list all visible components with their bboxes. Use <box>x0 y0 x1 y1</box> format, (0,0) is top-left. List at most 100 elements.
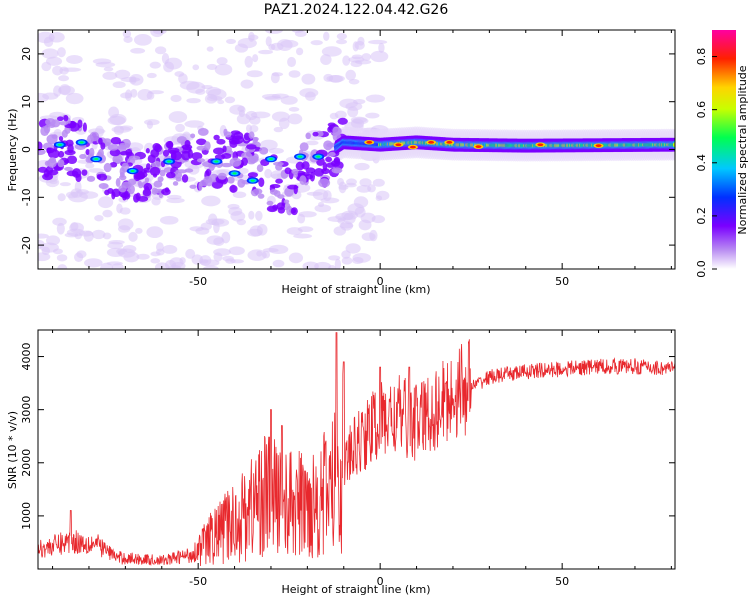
spectral-blob <box>221 152 232 159</box>
spectral-halo <box>120 92 133 99</box>
spectral-halo <box>271 72 284 77</box>
spectral-blob <box>161 188 171 196</box>
spectral-halo <box>41 48 59 59</box>
spectral-halo <box>323 73 334 82</box>
spectral-blob <box>332 126 341 135</box>
spectral-blob <box>149 166 161 176</box>
spectral-halo <box>184 120 205 128</box>
spectral-island <box>130 170 135 173</box>
spectral-halo <box>94 214 104 222</box>
spectral-halo <box>345 243 361 254</box>
spectral-blob <box>142 188 152 197</box>
spectral-halo <box>230 210 246 222</box>
spectral-blob <box>337 117 348 125</box>
spectral-halo <box>112 81 126 89</box>
spectral-blob <box>127 184 135 195</box>
spectral-halo <box>216 57 228 65</box>
spectral-halo <box>230 259 244 264</box>
spectral-blob <box>287 184 299 190</box>
spectral-halo <box>247 228 263 237</box>
spectral-blob <box>158 192 164 199</box>
spectral-blob <box>159 169 166 177</box>
y-tick-label: 20 <box>20 47 33 61</box>
spectral-halo <box>135 227 143 234</box>
spectral-blob <box>299 142 309 152</box>
spectral-halo <box>359 178 372 187</box>
spectral-halo <box>338 181 347 194</box>
snr-x-axis-label: Height of straight line (km) <box>281 583 430 596</box>
spectral-blob <box>79 154 87 160</box>
spectral-blob <box>63 114 69 122</box>
spectral-halo <box>214 63 233 76</box>
spectral-blob <box>46 147 55 154</box>
spectral-halo <box>232 191 247 199</box>
spectral-blob <box>248 131 255 139</box>
spectral-halo <box>84 258 103 268</box>
spectral-halo <box>280 95 298 105</box>
spectral-halo <box>375 195 383 201</box>
snr-y-ticks: 1000 2000 3000 4000 <box>20 343 675 530</box>
spectral-island <box>268 158 273 161</box>
spectral-halo <box>288 70 301 78</box>
spectral-halo <box>85 162 95 169</box>
spectral-halo <box>109 113 127 126</box>
spectral-halo <box>226 38 237 45</box>
spectral-blob <box>82 122 87 132</box>
spectral-halo <box>347 106 359 118</box>
spectral-halo <box>202 265 219 269</box>
spectral-blob <box>331 167 343 174</box>
spectral-blob <box>57 159 65 168</box>
spectral-halo <box>367 184 376 193</box>
spectral-blob <box>195 138 207 146</box>
spectral-halo <box>213 252 223 262</box>
spectral-blob <box>184 139 191 148</box>
spectral-halo <box>246 70 263 78</box>
spectral-island <box>250 179 255 182</box>
spectral-halo <box>39 242 59 253</box>
spectral-halo <box>320 54 332 65</box>
spectral-halo <box>271 111 290 122</box>
spectral-halo <box>317 201 325 208</box>
spectral-blob <box>305 167 316 174</box>
spectral-halo <box>106 261 123 266</box>
spectral-blob <box>181 150 191 161</box>
spectral-halo <box>59 66 69 75</box>
spectral-blob <box>170 151 177 161</box>
spectral-halo <box>162 244 178 254</box>
spectral-blob <box>64 166 73 172</box>
x-tick-label: 50 <box>555 575 569 588</box>
spectral-blob <box>166 140 174 150</box>
spectral-blob <box>65 139 74 147</box>
spectral-blob <box>284 167 292 175</box>
spectral-blob <box>98 183 109 190</box>
spectral-halo <box>323 31 330 41</box>
spectral-blob <box>128 155 141 161</box>
spectral-halo <box>222 255 234 262</box>
spectral-halo <box>206 46 214 52</box>
x-tick-label: -50 <box>189 275 207 288</box>
spectral-blob <box>257 193 265 199</box>
spectral-island <box>298 155 303 158</box>
spectral-blob <box>100 142 106 150</box>
spectral-halo <box>272 259 285 268</box>
spectral-blob <box>77 119 83 129</box>
spectral-blob <box>71 168 82 178</box>
spectral-halo <box>301 73 316 85</box>
spectral-blob <box>256 164 264 173</box>
spectral-blob <box>229 157 242 167</box>
spectral-blob <box>150 148 160 158</box>
spectral-halo <box>154 46 167 55</box>
spectral-halo <box>247 249 267 261</box>
hot-spot <box>395 143 402 147</box>
spectral-halo <box>122 30 132 38</box>
spectral-halo <box>91 229 106 240</box>
spectral-halo <box>228 246 245 256</box>
spectral-halo <box>365 94 386 103</box>
spectral-halo <box>38 92 50 103</box>
spectral-blob <box>241 157 248 166</box>
spectral-halo <box>57 193 66 202</box>
spectral-halo <box>59 182 71 187</box>
spectral-halo <box>264 168 273 179</box>
spectral-halo <box>102 71 118 80</box>
